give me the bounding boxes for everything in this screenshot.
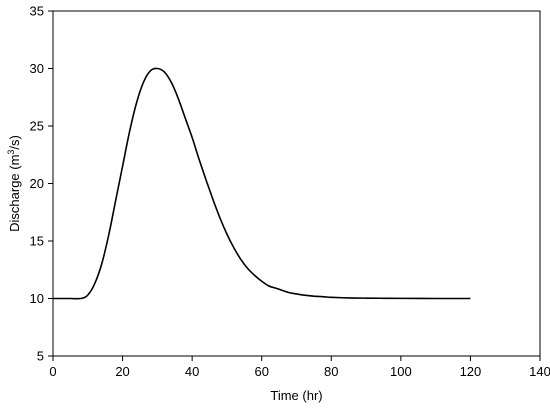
x-tick-label: 80 (324, 364, 338, 379)
x-tick-label: 100 (390, 364, 412, 379)
x-tick-label: 40 (185, 364, 199, 379)
y-axis-title-suffix: /s) (7, 135, 22, 149)
discharge-series-line (52, 67, 471, 300)
y-tick-label: 10 (30, 291, 44, 306)
x-tick-label: 120 (460, 364, 482, 379)
x-tick-label: 60 (254, 364, 268, 379)
x-tick-label: 0 (49, 364, 56, 379)
plot-frame (52, 10, 541, 357)
x-axis-title: Time (hr) (270, 388, 322, 403)
y-axis-title: Discharge (m3/s) (6, 135, 22, 232)
series-layer (52, 67, 471, 300)
y-axis-ticks: 5 10 15 20 25 30 35 (30, 4, 53, 364)
y-tick-label: 15 (30, 234, 44, 249)
y-tick-label: 25 (30, 119, 44, 134)
x-tick-label: 20 (115, 364, 129, 379)
x-axis-ticks: 0 20 40 60 80 100 120 140 (49, 356, 550, 379)
y-axis-title-prefix: Discharge (m (7, 155, 22, 232)
y-axis-title-superscript: 3 (6, 150, 16, 155)
x-tick-label: 140 (529, 364, 550, 379)
y-tick-label: 35 (30, 4, 44, 19)
y-tick-label: 20 (30, 176, 44, 191)
y-tick-label: 30 (30, 61, 44, 76)
y-tick-label: 5 (37, 349, 44, 364)
